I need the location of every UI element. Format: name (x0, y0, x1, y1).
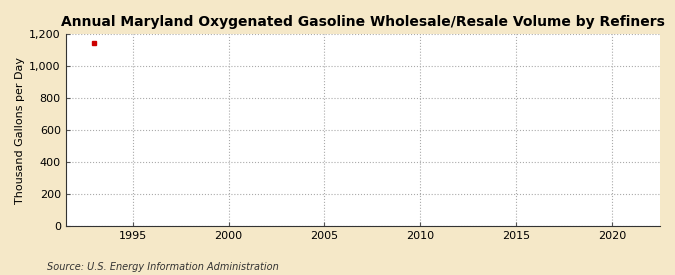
Title: Annual Maryland Oxygenated Gasoline Wholesale/Resale Volume by Refiners: Annual Maryland Oxygenated Gasoline Whol… (61, 15, 665, 29)
Y-axis label: Thousand Gallons per Day: Thousand Gallons per Day (15, 57, 25, 204)
Text: Source: U.S. Energy Information Administration: Source: U.S. Energy Information Administ… (47, 262, 279, 272)
